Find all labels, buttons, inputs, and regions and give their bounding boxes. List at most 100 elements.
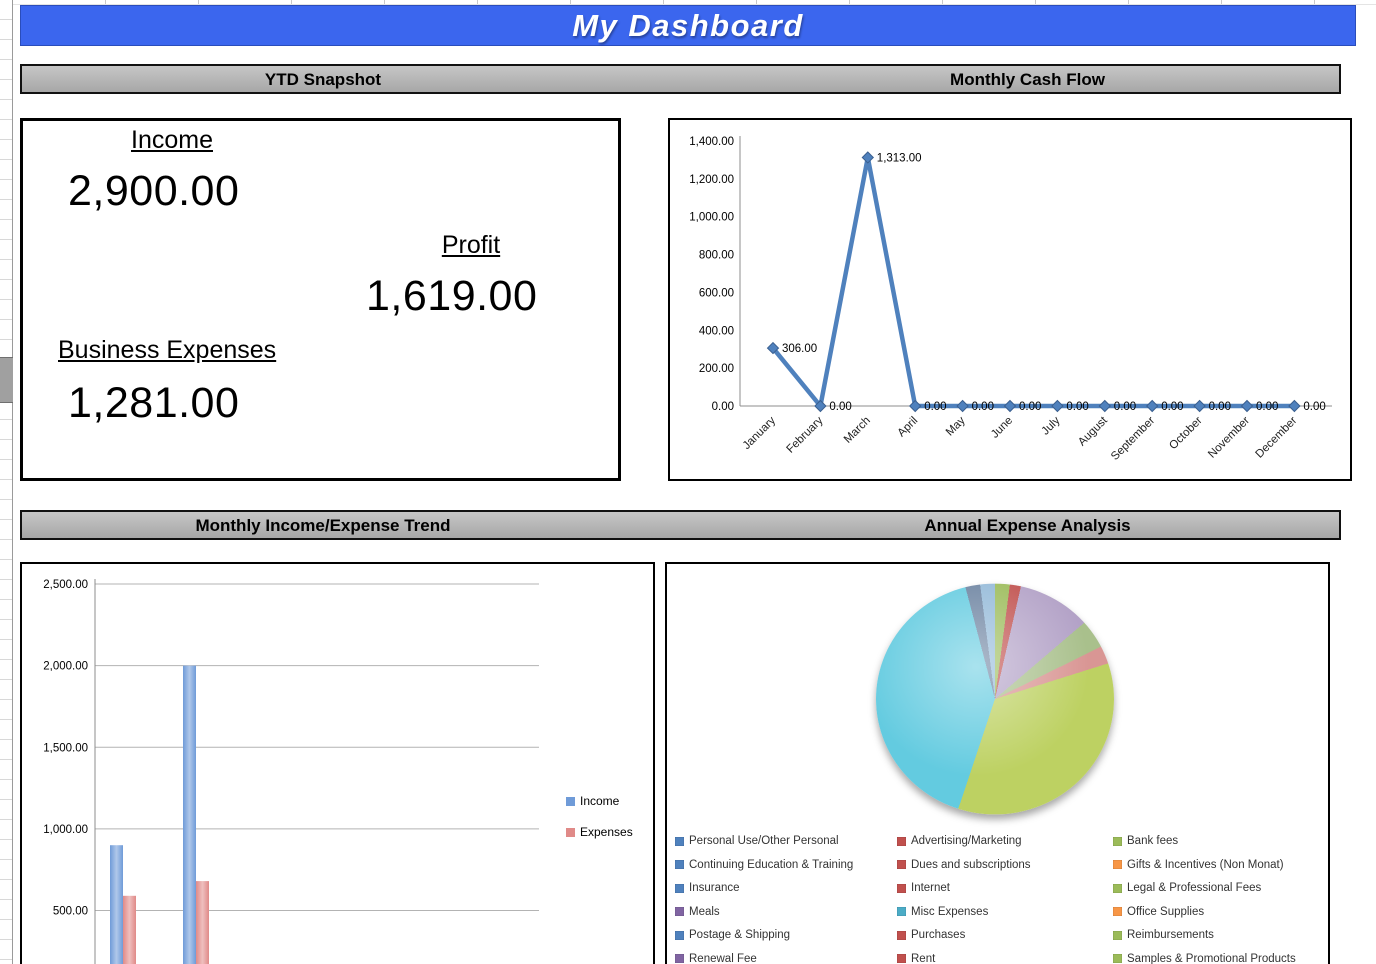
pie-legend-item: Renewal Fee — [675, 952, 897, 964]
pie-legend-label: Rent — [911, 952, 936, 964]
pie-legend-swatch — [1113, 860, 1122, 869]
pie-legend-label: Samples & Promotional Products — [1127, 952, 1296, 964]
pie-legend-swatch — [675, 907, 684, 916]
pie-legend-swatch — [897, 907, 906, 916]
svg-text:0.00: 0.00 — [1114, 401, 1136, 413]
svg-text:2,500.00: 2,500.00 — [43, 579, 88, 591]
pie-legend-swatch — [675, 930, 684, 940]
svg-text:1,200.00: 1,200.00 — [689, 174, 734, 186]
svg-text:800.00: 800.00 — [699, 250, 734, 262]
svg-text:0.00: 0.00 — [972, 401, 994, 413]
trend-legend-swatch — [566, 796, 575, 806]
monthly-cash-flow-header: Monthly Cash Flow — [950, 70, 1105, 89]
svg-text:1,000.00: 1,000.00 — [43, 824, 88, 836]
pie-legend-label: Personal Use/Other Personal — [689, 835, 839, 847]
svg-text:1,500.00: 1,500.00 — [43, 742, 88, 754]
svg-text:0.00: 0.00 — [1209, 401, 1231, 413]
pie-legend-swatch — [897, 883, 906, 893]
pie-legend-item: Misc Expenses — [897, 905, 1113, 919]
trend-legend: Income Expenses — [566, 794, 633, 839]
pie-legend-item: Office Supplies — [1113, 905, 1323, 919]
income-expense-trend-header: Monthly Income/Expense Trend — [195, 516, 451, 535]
annual-expense-pie-chart[interactable]: Personal Use/Other Personal Advertising/M… — [665, 562, 1330, 964]
svg-text:1,313.00: 1,313.00 — [877, 152, 922, 164]
svg-text:0.00: 0.00 — [924, 401, 946, 413]
pie-legend-swatch — [1113, 907, 1122, 916]
svg-text:0.00: 0.00 — [1019, 401, 1041, 413]
pie-legend-swatch — [1113, 883, 1122, 893]
svg-text:2,000.00: 2,000.00 — [43, 661, 88, 673]
pie-legend-label: Dues and subscriptions — [911, 858, 1031, 871]
pie-legend-label: Reimbursements — [1127, 929, 1214, 941]
svg-text:August: August — [1076, 414, 1110, 448]
svg-text:July: July — [1040, 414, 1063, 437]
pie-legend-label: Renewal Fee — [689, 952, 757, 964]
svg-text:0.00: 0.00 — [712, 401, 734, 413]
svg-text:200.00: 200.00 — [699, 363, 734, 375]
trend-legend-item: Income — [566, 794, 633, 808]
pie-legend-item: Continuing Education & Training — [675, 858, 897, 872]
pie-legend-label: Misc Expenses — [911, 905, 989, 918]
trend-legend-label: Income — [580, 794, 620, 808]
income-expense-trend-chart[interactable]: 500.00 1,000.00 1,500.00 2,000.00 2,500.00 I… — [20, 562, 655, 964]
svg-text:June: June — [989, 415, 1015, 441]
pie-legend-item: Rent — [897, 952, 1113, 964]
svg-text:May: May — [944, 414, 968, 438]
section-header-row-bottom: Monthly Income/Expense Trend Annual Expe… — [20, 510, 1341, 540]
business-expenses-value: 1,281.00 — [68, 379, 240, 427]
pie-legend-item: Legal & Professional Fees — [1113, 881, 1323, 895]
pie-legend-item: Postage & Shipping — [675, 928, 897, 942]
pie-legend-item: Gifts & Incentives (Non Monat) — [1113, 858, 1323, 872]
pie-legend-swatch — [897, 930, 906, 940]
pie-legend-swatch — [675, 836, 684, 846]
expense-pie-legend: Personal Use/Other Personal Advertising/M… — [675, 834, 1323, 964]
pie-legend-label: Bank fees — [1127, 835, 1179, 847]
trend-legend-label: Expenses — [580, 825, 633, 839]
svg-text:1,000.00: 1,000.00 — [689, 212, 734, 224]
svg-text:January: January — [741, 414, 779, 452]
pie-legend-item: Insurance — [675, 881, 897, 895]
pie-legend-item: Internet — [897, 881, 1113, 895]
sheet-row-edge-selection — [0, 357, 13, 403]
income-value: 2,900.00 — [68, 167, 240, 215]
sheet-column-edge — [13, 0, 1376, 5]
pie-legend-swatch — [897, 836, 906, 846]
pie-legend-label: Continuing Education & Training — [689, 858, 854, 871]
pie-legend-item: Bank fees — [1113, 834, 1323, 848]
profit-value: 1,619.00 — [366, 272, 538, 320]
svg-text:November: November — [1206, 415, 1252, 461]
pie-legend-swatch — [897, 860, 906, 869]
pie-legend-item: Purchases — [897, 928, 1113, 942]
pie-legend-label: Legal & Professional Fees — [1127, 882, 1262, 894]
svg-text:September: September — [1109, 415, 1157, 463]
expense-pie — [876, 583, 1114, 815]
pie-legend-swatch — [1113, 954, 1122, 963]
trend-legend-item: Expenses — [566, 825, 633, 839]
business-expenses-label: Business Expenses — [58, 336, 277, 364]
svg-text:600.00: 600.00 — [699, 287, 734, 299]
pie-legend-label: Internet — [911, 882, 950, 894]
pie-legend-label: Insurance — [689, 882, 740, 894]
annual-expense-analysis-header: Annual Expense Analysis — [924, 516, 1131, 535]
pie-legend-swatch — [675, 883, 684, 893]
svg-text:500.00: 500.00 — [53, 906, 88, 918]
pie-legend-label: Gifts & Incentives (Non Monat) — [1127, 858, 1284, 871]
pie-legend-item: Dues and subscriptions — [897, 858, 1113, 872]
pie-legend-swatch — [675, 954, 684, 963]
svg-text:306.00: 306.00 — [782, 343, 817, 355]
svg-text:0.00: 0.00 — [1066, 401, 1088, 413]
pie-legend-item: Samples & Promotional Products — [1113, 952, 1323, 964]
pie-legend-swatch — [1113, 930, 1122, 940]
pie-legend-label: Office Supplies — [1127, 905, 1205, 918]
svg-text:1,400.00: 1,400.00 — [689, 136, 734, 148]
svg-text:February: February — [784, 414, 825, 455]
profit-label: Profit — [441, 231, 501, 259]
svg-text:December: December — [1254, 415, 1300, 461]
pie-legend-swatch — [1113, 836, 1122, 846]
svg-text:0.00: 0.00 — [1161, 401, 1183, 413]
cash-flow-plot: 0.00 200.00 400.00 600.00 800.00 1,000.00 1,20… — [689, 136, 1332, 463]
cash-flow-chart[interactable]: 0.00 200.00 400.00 600.00 800.00 1,000.00 1,20… — [668, 118, 1352, 481]
pie-legend-swatch — [897, 954, 906, 963]
sheet-row-edge — [0, 0, 13, 964]
